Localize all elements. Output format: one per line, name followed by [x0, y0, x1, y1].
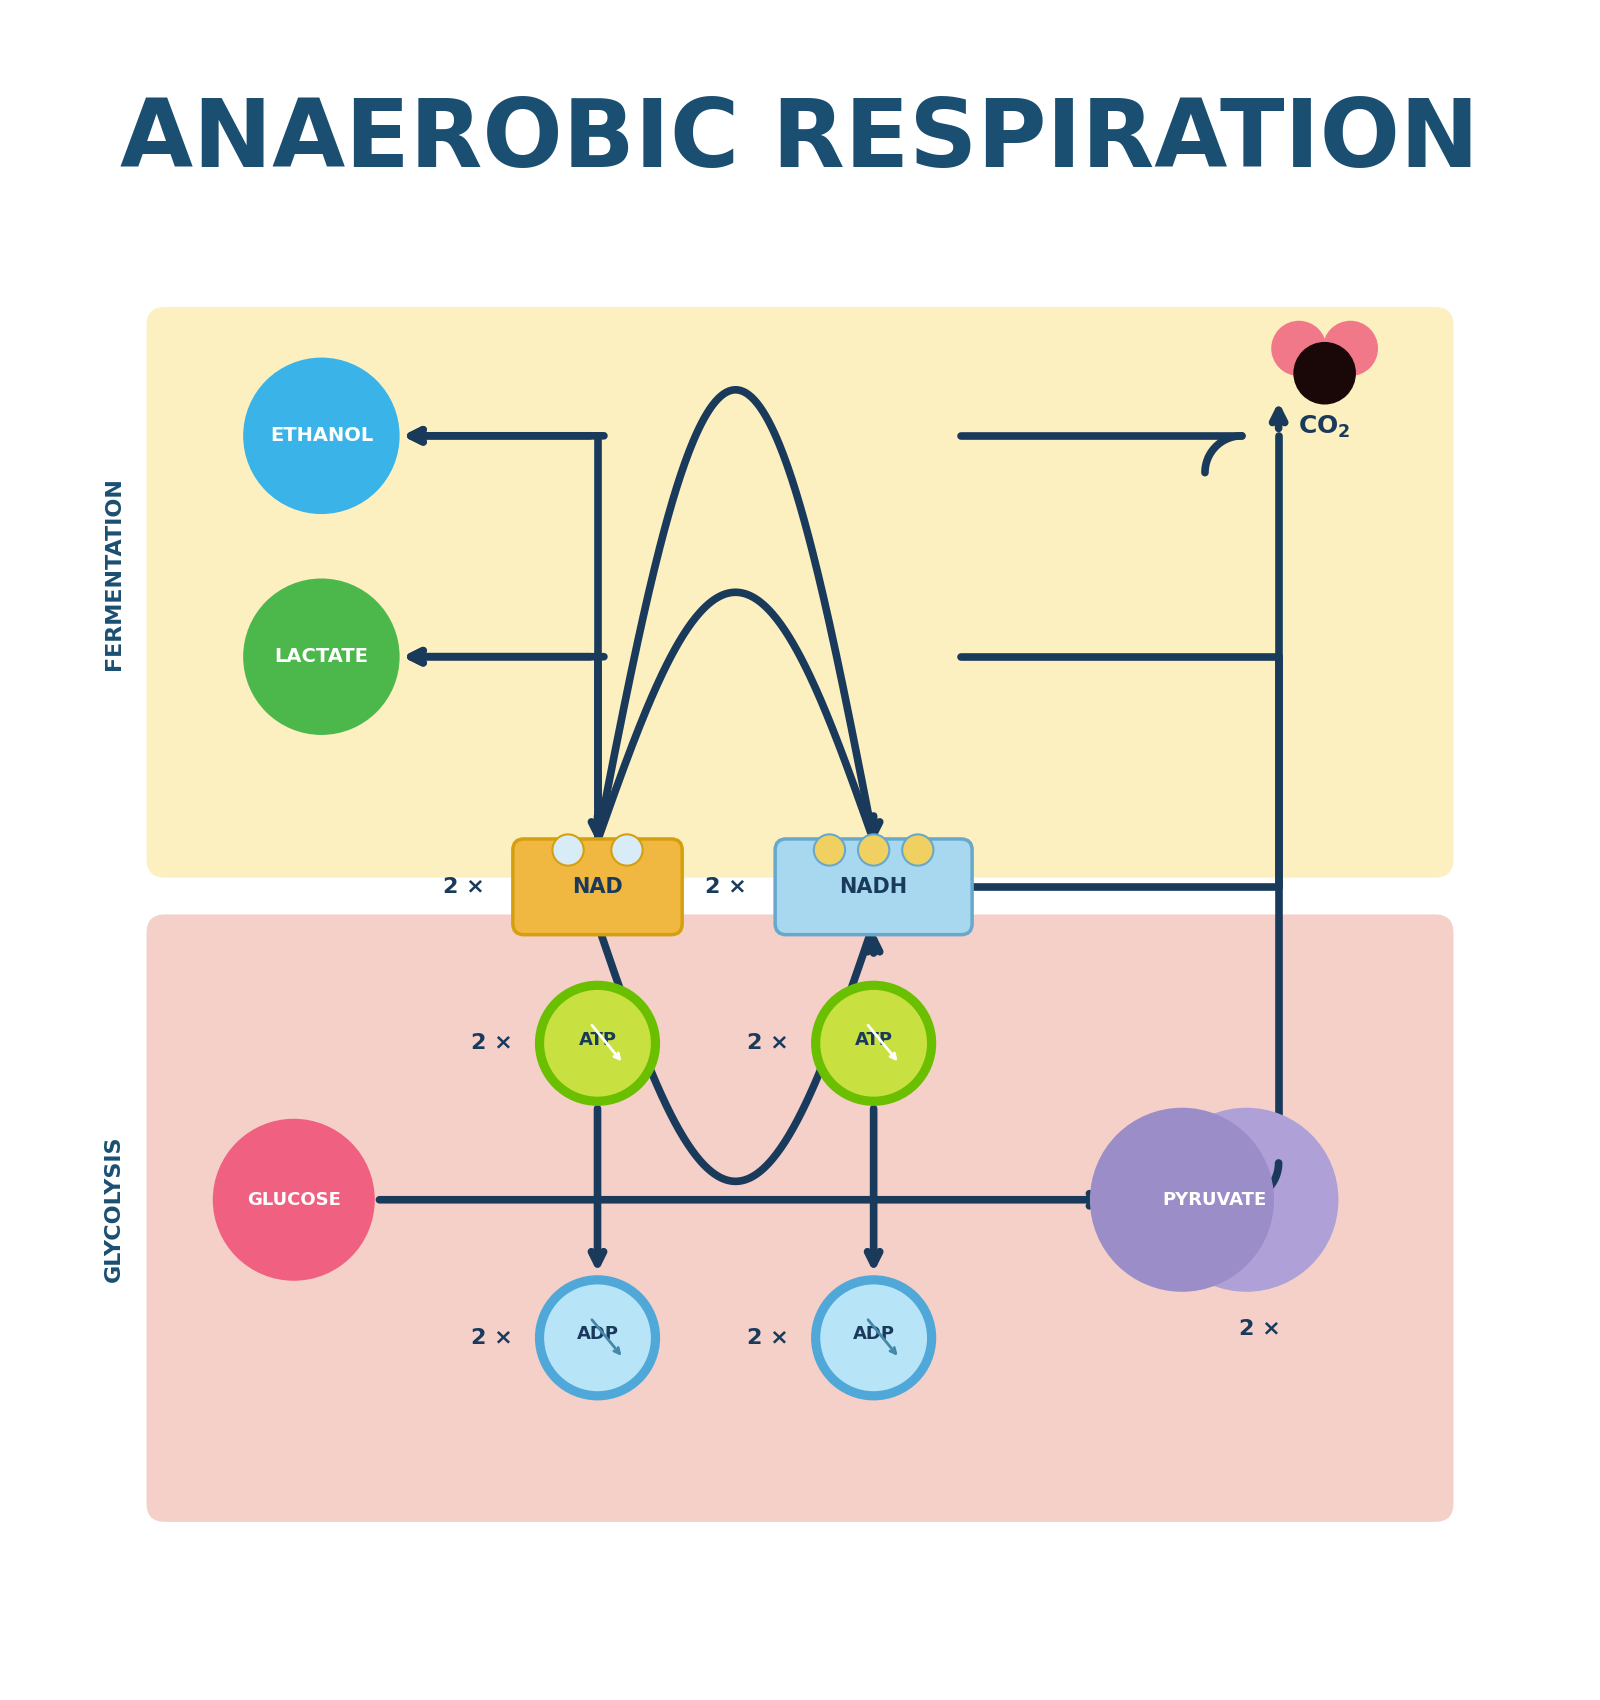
Text: 2 ×: 2 × — [470, 1034, 512, 1054]
Text: ANAEROBIC RESPIRATION: ANAEROBIC RESPIRATION — [120, 95, 1480, 187]
FancyBboxPatch shape — [774, 840, 973, 935]
Circle shape — [243, 357, 400, 513]
Text: $\mathbf{CO_2}$: $\mathbf{CO_2}$ — [1299, 413, 1350, 440]
Circle shape — [811, 981, 936, 1107]
Circle shape — [534, 1275, 661, 1401]
Circle shape — [611, 835, 643, 865]
FancyBboxPatch shape — [514, 840, 682, 935]
Text: ADP: ADP — [853, 1324, 894, 1343]
FancyBboxPatch shape — [147, 915, 1453, 1522]
Text: 2 ×: 2 × — [1240, 1319, 1282, 1338]
Text: 2 ×: 2 × — [706, 877, 747, 898]
Circle shape — [213, 1119, 374, 1280]
Text: 2 ×: 2 × — [747, 1328, 789, 1348]
Text: 2 ×: 2 × — [470, 1328, 512, 1348]
Circle shape — [1154, 1108, 1339, 1292]
Circle shape — [1323, 321, 1378, 376]
Circle shape — [534, 981, 661, 1107]
Text: PYRUVATE: PYRUVATE — [1162, 1190, 1266, 1209]
Text: ATP: ATP — [579, 1030, 616, 1049]
Circle shape — [821, 989, 926, 1096]
Text: NAD: NAD — [573, 877, 622, 898]
Text: GLYCOLYSIS: GLYCOLYSIS — [104, 1136, 125, 1282]
Circle shape — [544, 989, 651, 1096]
Circle shape — [902, 835, 933, 865]
Text: 2 ×: 2 × — [747, 1034, 789, 1054]
Circle shape — [544, 1285, 651, 1391]
Text: NADH: NADH — [840, 877, 907, 898]
Text: FERMENTATION: FERMENTATION — [104, 478, 125, 670]
Circle shape — [814, 835, 845, 865]
Circle shape — [811, 1275, 936, 1401]
Circle shape — [1090, 1108, 1274, 1292]
Circle shape — [552, 835, 584, 865]
Circle shape — [821, 1285, 926, 1391]
Text: ETHANOL: ETHANOL — [270, 427, 373, 445]
FancyBboxPatch shape — [147, 308, 1453, 877]
Text: LACTATE: LACTATE — [274, 648, 368, 666]
Circle shape — [1272, 321, 1326, 376]
Circle shape — [1293, 342, 1355, 405]
Text: ADP: ADP — [576, 1324, 619, 1343]
Text: ATP: ATP — [854, 1030, 893, 1049]
Text: 2 ×: 2 × — [443, 877, 485, 898]
Text: GLUCOSE: GLUCOSE — [246, 1190, 341, 1209]
Circle shape — [243, 578, 400, 734]
Circle shape — [858, 835, 890, 865]
